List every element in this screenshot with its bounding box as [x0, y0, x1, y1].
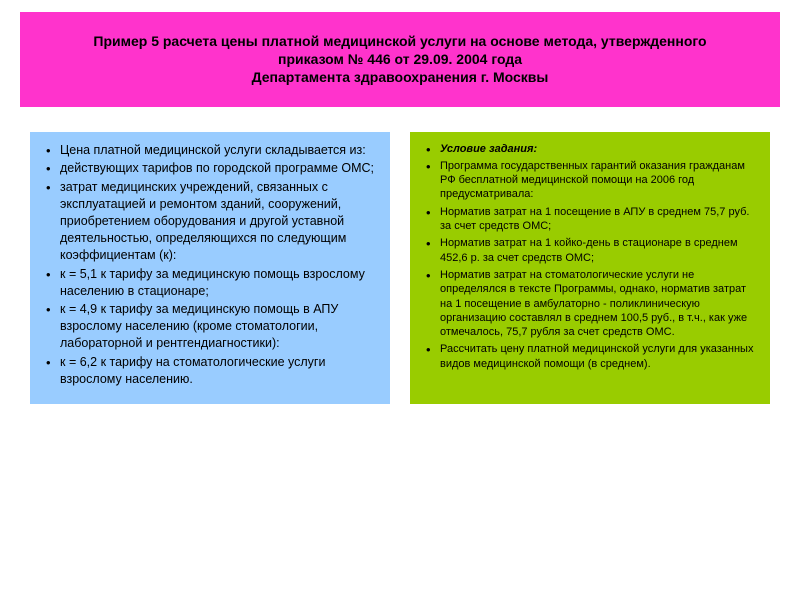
lead-label: Условие задания:	[440, 143, 537, 155]
list-item: к = 6,2 к тарифу на стоматологические ус…	[44, 354, 376, 388]
header-line1: Пример 5 расчета цены платной медицинско…	[93, 33, 706, 49]
list-item: к = 4,9 к тарифу за медицинскую помощь в…	[44, 301, 376, 352]
list-item: Рассчитать цену платной медицинской услу…	[424, 342, 756, 371]
left-column: Цена платной медицинской услуги складыва…	[30, 132, 390, 404]
list-item: Программа государственных гарантий оказа…	[424, 159, 756, 202]
list-item: действующих тарифов по городской програм…	[44, 160, 376, 177]
slide: Пример 5 расчета цены платной медицинско…	[0, 12, 800, 612]
list-item: затрат медицинских учреждений, связанных…	[44, 179, 376, 263]
header-line3: Департамента здравоохранения г. Москвы	[252, 69, 549, 85]
list-item-lead: Условие задания:	[424, 142, 756, 156]
list-item: к = 5,1 к тарифу за медицинскую помощь в…	[44, 266, 376, 300]
left-list: Цена платной медицинской услуги складыва…	[44, 142, 376, 388]
list-item: Норматив затрат на стоматологические усл…	[424, 268, 756, 339]
right-column: Условие задания: Программа государственн…	[410, 132, 770, 404]
right-list: Условие задания: Программа государственн…	[424, 142, 756, 371]
content-columns: Цена платной медицинской услуги складыва…	[0, 107, 800, 414]
list-item: Цена платной медицинской услуги складыва…	[44, 142, 376, 159]
list-item: Норматив затрат на 1 посещение в АПУ в с…	[424, 205, 756, 234]
list-item: Норматив затрат на 1 койко-день в стацио…	[424, 236, 756, 265]
slide-header: Пример 5 расчета цены платной медицинско…	[20, 12, 780, 107]
header-title: Пример 5 расчета цены платной медицинско…	[60, 32, 740, 87]
header-line2: приказом № 446 от 29.09. 2004 года	[278, 51, 522, 67]
